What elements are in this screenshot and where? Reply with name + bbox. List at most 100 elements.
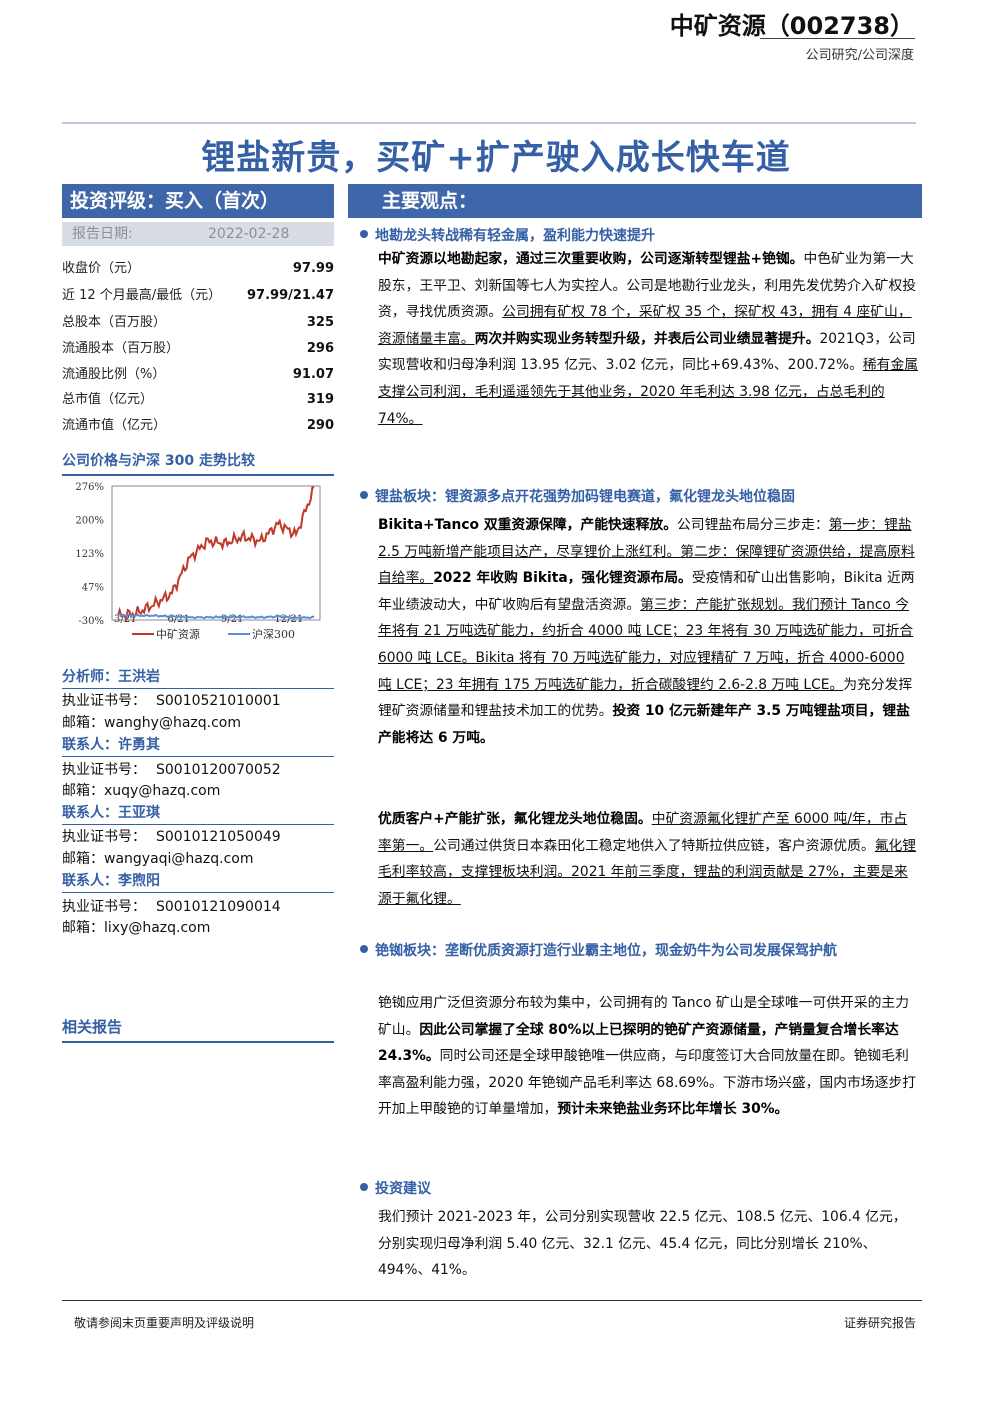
section-heading-text: 投资建议	[375, 1181, 431, 1197]
underlined-text: 第一步：锂盐 2.5 万吨新增产能项目达产，尽享锂价上涨红利。第二步：保障锂矿资…	[378, 517, 915, 587]
paragraph-cesium: 铯铷应用广泛但资源分布较为集中，公司拥有的 Tanco 矿山是全球唯一可供开采的…	[378, 990, 920, 1156]
contact-role: 联系人：李煦阳	[62, 870, 334, 893]
email-link[interactable]: wangyaqi@hazq.com	[104, 851, 254, 867]
report-date-row: 报告日期: 2022-02-28	[62, 222, 334, 246]
email-link[interactable]: lixy@hazq.com	[104, 920, 211, 936]
stat-label: 近 12 个月最高/最低（元）	[62, 288, 222, 303]
emphasis: 预计未来铯盐业务环比年增长 30%。	[557, 1101, 789, 1118]
bullet-icon	[360, 1183, 368, 1191]
stat-row: 流通市值（亿元） 290	[62, 413, 334, 439]
body-text: 公司锂盐布局分三步走：	[677, 517, 829, 533]
stat-label: 总市值（亿元）	[62, 392, 154, 407]
mail-label: 邮箱：	[62, 715, 104, 731]
cert-label: 执业证书号：	[62, 693, 146, 709]
underlined-text: 公司拥有矿权 78 个，采矿权 35 个，探矿权 43，拥有 4 座矿山，资源储…	[378, 304, 912, 347]
emphasis: 两次并购实现业务转型升级，并表后公司业绩显著提升。	[474, 330, 820, 347]
body-text: 我们预计 2021-2023 年，公司分别实现营收 22.5 亿元、108.5 …	[378, 1209, 907, 1279]
cert-label: 执业证书号：	[62, 762, 146, 778]
legend-label: 沪深300	[252, 627, 295, 641]
email-link[interactable]: wanghy@hazq.com	[104, 715, 241, 731]
emphasis: 中矿资源以地勘起家，通过三次重要收购，公司逐渐转型锂盐+铯铷。	[378, 251, 804, 267]
company-name: 中矿资源（002738）	[669, 12, 914, 40]
x-tick-label: 12/21	[274, 614, 303, 625]
y-tick-label: 123%	[75, 549, 104, 560]
body-text: 受疫情和矿山出售影响，Bikita 近两年业绩波动大，中矿收购后有望盘活资源。	[378, 570, 915, 613]
mail-line: 邮箱：xuqy@hazq.com	[62, 780, 220, 802]
mail-label: 邮箱：	[62, 920, 104, 936]
stat-row: 收盘价（元） 97.99	[62, 256, 334, 282]
body-text: 2021Q3，公司实现营收和归母净利润 13.95 亿元、3.02 亿元，同比+…	[378, 330, 916, 374]
cert-line: 执业证书号： S0010521010001	[62, 690, 281, 712]
body-text: 公司通过供货日本森田化工稳定地供入了特斯拉供应链，客户资源优质。	[433, 837, 875, 854]
stat-value: 97.99	[292, 261, 334, 276]
body-text: 同时公司还是全球甲酸铯唯一供应商，与印度签订大合同放量在即。铯铷毛利率高盈利能力…	[378, 1048, 916, 1118]
report-date-value: 2022-02-28	[208, 226, 290, 242]
section-heading-text: 锂盐板块：锂资源多点开花强势加码锂电赛道，氟化锂龙头地位稳固	[375, 489, 795, 505]
stat-row: 总股本（百万股） 325	[62, 310, 334, 336]
footer-disclaimer: 敬请参阅末页重要声明及评级说明	[74, 1316, 255, 1330]
stat-value: 319	[306, 392, 334, 407]
stat-row: 近 12 个月最高/最低（元） 97.99/21.47	[62, 283, 334, 309]
section-heading: 投资建议	[360, 1177, 431, 1201]
emphasis: 因此公司掌握了全球 80%以上已探明的铯矿产资源储量，产销量复合增长率达 24.…	[378, 1021, 899, 1065]
stat-label: 收盘价（元）	[62, 261, 141, 276]
series-line	[117, 485, 315, 622]
footer-rule	[62, 1300, 922, 1301]
price-chart: 276% 200% 123% 47% -30% 3/21 6/21 9/21 12/21 中矿资源…	[75, 482, 321, 641]
y-tick-label: 47%	[82, 582, 104, 593]
plot-area	[111, 485, 321, 621]
underlined-text: 中矿资源氟化锂扩产至 6000 吨/年，市占率第一。	[378, 811, 908, 854]
body-text: 铯铷应用广泛但资源分布较为集中，公司拥有的 Tanco 矿山是全球唯一可供开采的…	[378, 995, 910, 1038]
report-date-label: 报告日期:	[72, 226, 133, 242]
stat-value: 97.99/21.47	[247, 288, 334, 303]
emphasis: Bikita+Tanco 双重资源保障，产能快速释放。	[378, 517, 677, 533]
x-tick-label: 9/21	[221, 614, 243, 625]
report-title: 锂盐新贵，买矿+扩产驶入成长快车道	[201, 138, 791, 178]
stat-row: 总市值（亿元） 319	[62, 387, 334, 413]
cert-number: S0010121050049	[156, 829, 281, 845]
stat-value: 296	[306, 341, 334, 356]
mail-line: 邮箱：lixy@hazq.com	[62, 917, 210, 939]
x-tick-label: 6/21	[167, 614, 189, 625]
underlined-text: 稀有金属支撑公司利润，毛利遥遥领先于其他业务，2020 年毛利达 3.98 亿元…	[378, 357, 919, 427]
cert-label: 执业证书号：	[62, 899, 146, 915]
stat-value: 325	[306, 315, 334, 330]
body-text: 中色矿业为第一大股东，王平卫、刘新国等七人为实控人。公司是地勘行业龙头，利用先发…	[378, 251, 917, 321]
cert-number: S0010121090014	[156, 899, 281, 915]
report-type: 公司研究/公司深度	[805, 48, 914, 63]
section-heading: 地勘龙头转战稀有轻金属，盈利能力快速提升	[360, 224, 655, 248]
stat-label: 总股本（百万股）	[62, 315, 167, 330]
email-link[interactable]: xuqy@hazq.com	[104, 783, 221, 799]
stat-label: 流通股比例（%）	[62, 367, 166, 382]
emphasis: 优质客户+产能扩张，氟化锂龙头地位稳固。	[378, 811, 652, 827]
cert-line: 执业证书号： S0010121090014	[62, 896, 281, 918]
stat-value: 290	[306, 418, 334, 433]
contact-role: 联系人：王亚琪	[62, 802, 334, 825]
cert-line: 执业证书号： S0010120070052	[62, 759, 281, 781]
bullet-icon	[360, 491, 368, 499]
header-rule	[62, 122, 916, 124]
footer-report-type: 证券研究报告	[843, 1316, 916, 1330]
section-heading: 锂盐板块：锂资源多点开花强势加码锂电赛道，氟化锂龙头地位稳固	[360, 485, 795, 509]
emphasis: 投资 10 亿元新建年产 3.5 万吨锂盐项目，锂盐产能将达 6 万吨。	[378, 703, 910, 746]
cert-line: 执业证书号： S0010121050049	[62, 826, 281, 848]
stat-label: 流通市值（亿元）	[62, 418, 167, 433]
stat-row: 流通股比例（%） 91.07	[62, 362, 334, 388]
section-heading-text: 地勘龙头转战稀有轻金属，盈利能力快速提升	[375, 228, 655, 244]
x-tick-label: 3/21	[114, 614, 136, 625]
underlined-text: 第三步：产能扩张规划。我们预计 Tanco 今年将有 21 万吨选矿能力，约折合…	[378, 596, 914, 693]
section-heading-text: 铯铷板块：垄断优质资源打造行业霸主地位，现金奶牛为公司发展保驾护航	[375, 943, 837, 959]
y-tick-label: 276%	[75, 482, 104, 493]
stat-label: 流通股本（百万股）	[62, 341, 180, 356]
mail-label: 邮箱：	[62, 783, 104, 799]
main-points-banner: 主要观点：	[348, 184, 922, 218]
contact-role: 分析师：王洪岩	[62, 666, 334, 689]
mail-line: 邮箱：wanghy@hazq.com	[62, 712, 241, 734]
contact-role: 联系人：许勇其	[62, 734, 334, 757]
related-reports-heading: 相关报告	[62, 1016, 334, 1043]
bullet-icon	[360, 945, 368, 953]
underlined-text: 氟化锂毛利率较高，支撑锂板块利润。2021 年前三季度，锂盐的利润贡献是 27%…	[378, 837, 917, 907]
paragraph-lif: 优质客户+产能扩张，氟化锂龙头地位稳固。中矿资源氟化锂扩产至 6000 吨/年，…	[378, 806, 920, 916]
series-line	[117, 613, 315, 620]
paragraph-lithium: Bikita+Tanco 双重资源保障，产能快速释放。公司锂盐布局分三步走：第一…	[378, 512, 920, 784]
